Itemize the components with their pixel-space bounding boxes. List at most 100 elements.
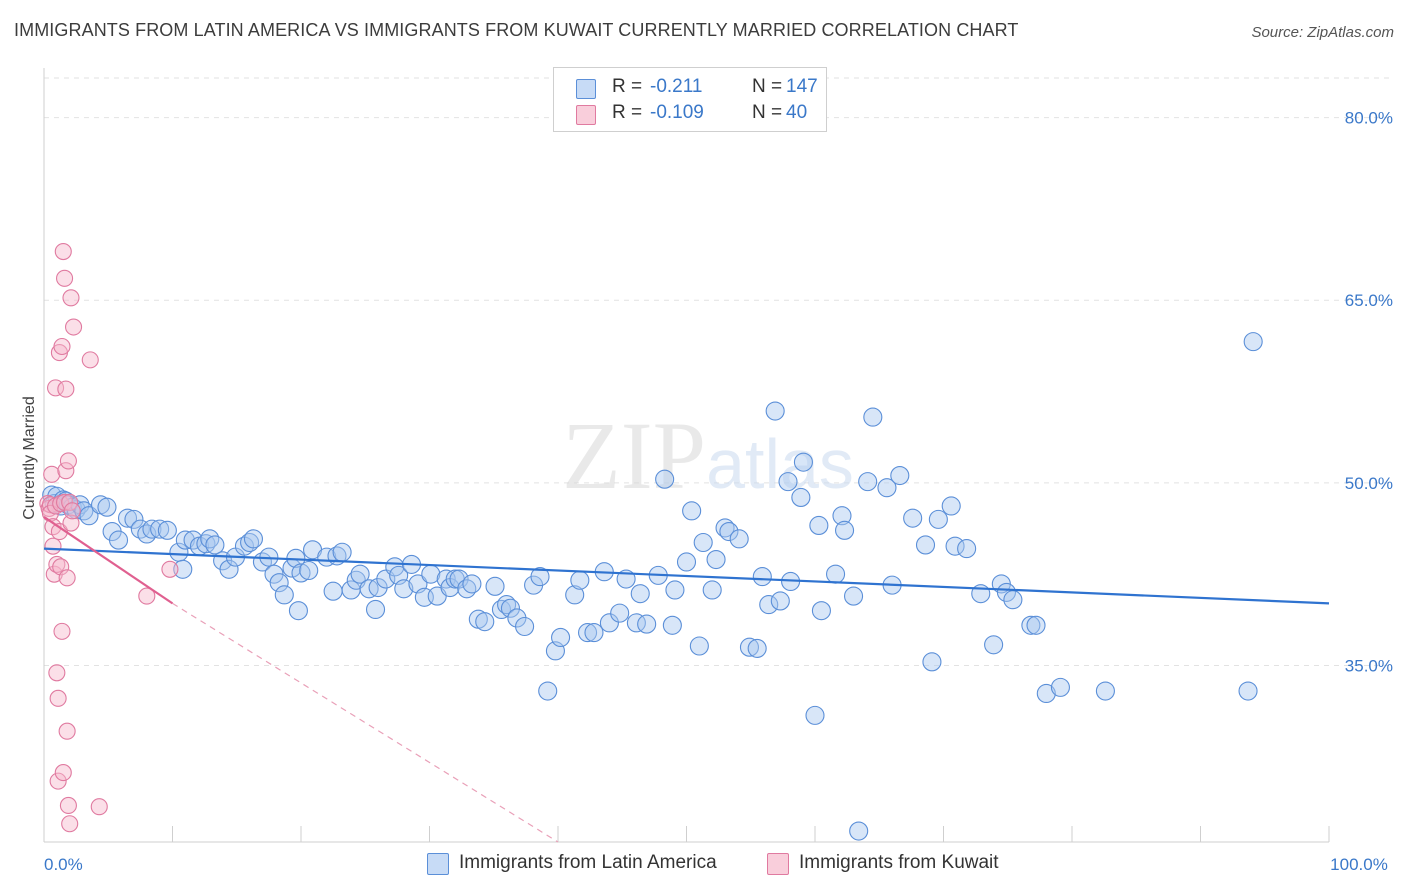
data-point	[584, 623, 604, 643]
x-tick-label: 100.0%	[1330, 855, 1388, 874]
bottom-legend-swatch-kuwait	[767, 853, 789, 875]
data-point	[138, 587, 156, 605]
data-point	[243, 529, 264, 549]
data-point	[52, 558, 70, 576]
legend-r-label: R =	[612, 76, 643, 97]
data-point	[61, 815, 79, 833]
data-point	[291, 563, 311, 583]
data-point	[858, 472, 878, 492]
data-point	[157, 520, 177, 540]
data-point	[175, 530, 195, 550]
data-point	[462, 574, 482, 594]
data-point	[863, 407, 883, 427]
data-point	[394, 579, 414, 599]
data-point	[59, 796, 77, 815]
data-point	[626, 613, 646, 633]
data-point	[240, 532, 260, 553]
trend-lines	[43, 516, 1330, 843]
correlation-legend: R = -0.211 N = 147 R = -0.109 N = 40	[553, 67, 827, 132]
data-point	[117, 508, 138, 528]
points-kuwait	[39, 242, 179, 833]
data-point	[515, 616, 535, 637]
data-point	[108, 530, 129, 550]
data-point	[288, 601, 308, 621]
data-point	[332, 542, 352, 562]
data-point	[843, 586, 864, 606]
data-point	[53, 337, 71, 356]
chart-title: IMMIGRANTS FROM LATIN AMERICA VS IMMIGRA…	[14, 20, 1019, 40]
data-point	[57, 462, 75, 480]
data-point	[142, 519, 162, 539]
data-point	[809, 515, 829, 536]
data-point	[805, 705, 825, 725]
y-tick-label: 35.0%	[1345, 656, 1393, 675]
data-point	[719, 521, 739, 542]
data-point	[928, 509, 948, 529]
data-point	[759, 595, 779, 615]
data-point	[58, 569, 76, 587]
legend-n-label: N =	[752, 102, 783, 123]
data-point	[97, 497, 117, 517]
data-point	[826, 564, 846, 584]
data-point	[269, 573, 289, 593]
data-point	[811, 601, 831, 621]
data-point	[945, 536, 965, 556]
x-tick-label: 0.0%	[44, 855, 83, 874]
y-tick-label: 80.0%	[1345, 109, 1393, 128]
data-point	[957, 539, 977, 559]
data-point	[57, 380, 75, 398]
data-point	[299, 560, 319, 581]
y-axis-label: Currently Married	[21, 396, 38, 520]
bottom-legend-swatch-latin-america	[427, 853, 449, 875]
data-point	[65, 318, 83, 336]
data-point	[702, 580, 722, 600]
data-point	[475, 612, 495, 632]
legend-swatch-latin-america	[576, 79, 596, 99]
data-point	[984, 635, 1004, 655]
data-point	[48, 664, 66, 682]
data-point	[915, 535, 936, 555]
data-point	[693, 532, 713, 553]
legend-r-value: -0.211	[650, 76, 703, 97]
tick-labels: 80.0% 65.0% 50.0% 35.0% 0.0% 100.0%	[44, 109, 1393, 874]
legend-n-value: 40	[786, 102, 808, 123]
data-point	[58, 722, 76, 740]
data-point	[793, 452, 813, 472]
data-point	[599, 613, 619, 633]
data-point	[752, 567, 772, 587]
trend-line	[43, 547, 1330, 605]
data-point	[570, 570, 590, 590]
data-point	[715, 518, 735, 538]
bottom-legend-label: Immigrants from Kuwait	[799, 852, 999, 873]
data-point	[665, 580, 685, 600]
data-point	[130, 519, 150, 539]
data-point	[79, 506, 99, 526]
data-point	[1026, 615, 1046, 635]
data-point	[274, 585, 294, 605]
data-point	[59, 452, 77, 470]
data-point	[655, 469, 675, 489]
data-point	[551, 627, 571, 648]
data-point	[747, 638, 767, 658]
source-label: Source: ZipAtlas.com	[1251, 24, 1394, 41]
data-point	[62, 289, 80, 307]
data-point	[49, 772, 67, 790]
data-point	[729, 529, 749, 549]
data-point	[1238, 681, 1258, 701]
data-point	[500, 598, 521, 618]
data-point	[770, 591, 790, 611]
points-latin-america	[42, 332, 1263, 841]
data-point	[485, 576, 505, 596]
data-point	[323, 581, 343, 601]
data-point	[449, 569, 469, 589]
data-point	[90, 798, 108, 816]
trend-line-dashed	[172, 602, 559, 843]
data-point	[1021, 615, 1041, 635]
data-point	[161, 560, 179, 578]
watermark: ZIPatlas	[562, 402, 854, 509]
data-point	[530, 567, 550, 587]
data-point	[1095, 681, 1115, 701]
data-point	[996, 582, 1017, 602]
data-point	[877, 478, 897, 498]
